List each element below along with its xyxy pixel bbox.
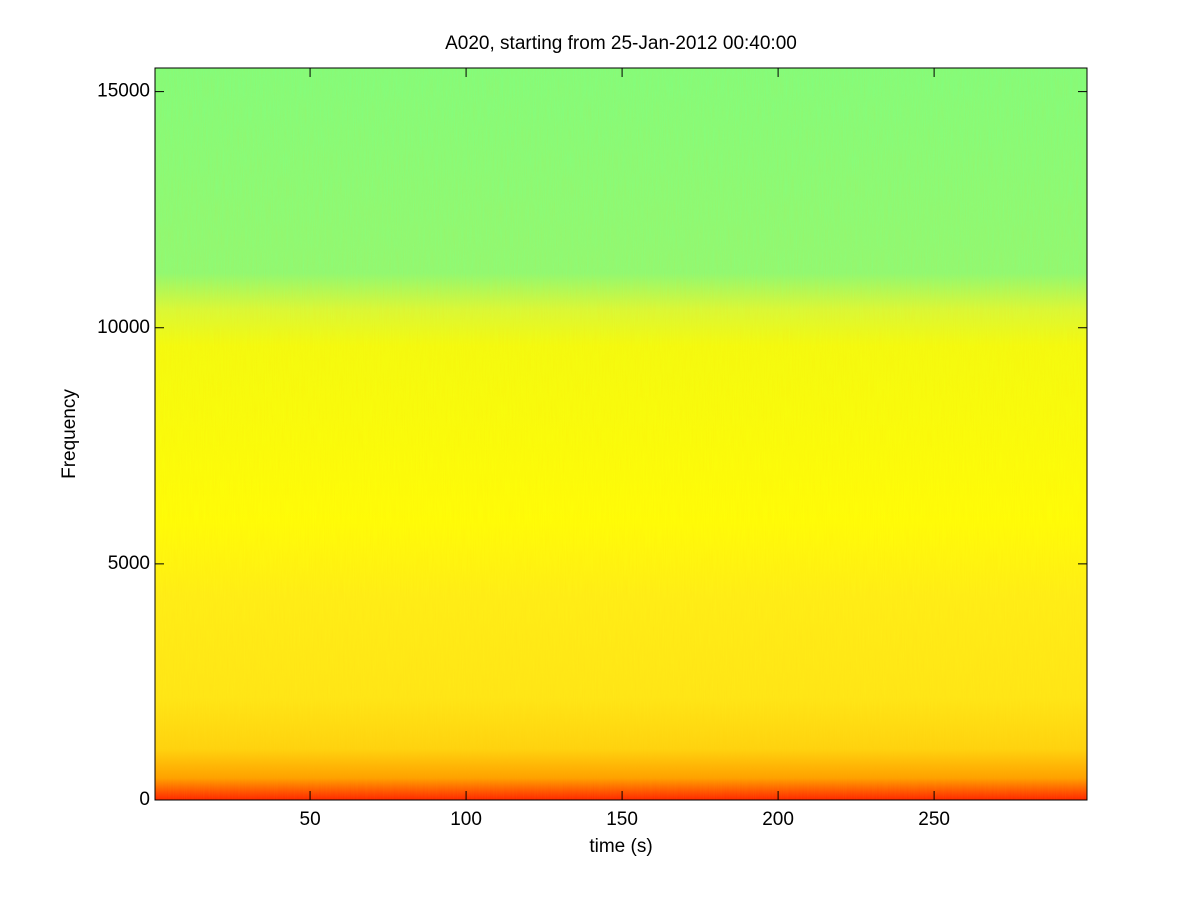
- y-axis-label: Frequency: [59, 389, 80, 479]
- x-tick-label: 250: [918, 809, 950, 830]
- y-tick-label: 5000: [108, 553, 150, 574]
- x-tick-label: 150: [606, 809, 638, 830]
- y-tick-label: 15000: [97, 81, 150, 102]
- x-tick-label: 100: [450, 809, 482, 830]
- x-axis-label: time (s): [589, 836, 652, 857]
- plot-frame: [154, 67, 1088, 801]
- spectrogram-texture: [155, 68, 1087, 800]
- y-tick-label: 0: [139, 789, 150, 810]
- chart-title: A020, starting from 25-Jan-2012 00:40:00: [445, 33, 797, 54]
- x-tick-label: 200: [762, 809, 794, 830]
- x-tick-label: 50: [300, 809, 321, 830]
- y-tick-label: 10000: [97, 317, 150, 338]
